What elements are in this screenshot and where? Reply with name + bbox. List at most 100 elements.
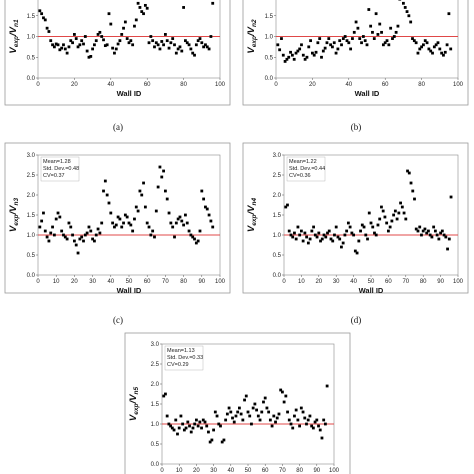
data-point <box>383 41 387 45</box>
y-tick-label: 1.5 <box>27 213 36 219</box>
data-point <box>287 418 291 422</box>
data-point <box>184 213 187 217</box>
data-point <box>291 235 295 239</box>
data-point <box>397 211 401 215</box>
data-point <box>129 39 133 43</box>
data-point <box>354 20 358 24</box>
data-point <box>251 406 255 410</box>
data-point <box>406 169 409 173</box>
x-axis-label: Wall ID <box>359 286 384 295</box>
data-point <box>301 410 305 414</box>
data-point <box>351 37 354 40</box>
data-point <box>445 43 449 47</box>
y-tick-label: 3.0 <box>27 153 36 159</box>
data-point <box>89 229 93 233</box>
data-point <box>191 235 195 239</box>
data-point <box>154 209 158 213</box>
stats-box <box>164 345 204 371</box>
data-point <box>116 215 120 219</box>
data-point <box>204 205 207 209</box>
x-axis-label: Wall ID <box>117 89 142 98</box>
data-point <box>217 422 221 426</box>
data-point <box>49 231 53 235</box>
data-point <box>241 418 245 422</box>
x-tick-label: 0 <box>282 279 286 285</box>
x-tick-label: 30 <box>333 279 340 285</box>
data-point <box>122 221 125 225</box>
x-tick-label: 0 <box>160 468 164 474</box>
data-point <box>376 33 380 36</box>
data-point <box>416 51 420 55</box>
data-point <box>167 211 171 215</box>
data-point <box>449 195 453 199</box>
data-point <box>131 43 135 47</box>
data-point <box>427 47 431 51</box>
x-tick-label: 60 <box>144 279 151 285</box>
data-point <box>127 41 131 45</box>
data-point <box>114 47 118 51</box>
data-point <box>224 418 228 422</box>
y-tick-label: 1.5 <box>273 213 282 219</box>
data-point <box>91 237 94 241</box>
data-point <box>82 42 85 46</box>
data-point <box>174 51 178 55</box>
data-point <box>120 225 124 229</box>
y-tick-label: 0.5 <box>27 55 36 61</box>
data-point <box>205 424 209 428</box>
chart-panel-3: 0.0 0.5 1.0 1.5 2.0 2.5 3.0 0 10 20 30 40 50 60 70 80 90… <box>4 142 231 295</box>
data-point <box>246 410 250 414</box>
data-point <box>52 45 56 49</box>
data-point <box>317 424 320 428</box>
data-point <box>284 205 288 209</box>
data-point <box>205 207 209 211</box>
data-point <box>312 53 316 57</box>
y-tick-label: 3.0 <box>151 342 160 348</box>
data-point <box>277 412 281 416</box>
data-point <box>360 223 364 227</box>
chart-panel-5: 0.0 0.5 1.0 1.5 2.0 2.5 3.0 0 10 20 30 40 50 60 70 80 90… <box>124 332 351 474</box>
data-point <box>244 394 248 398</box>
data-point <box>142 181 145 185</box>
data-point <box>138 189 142 193</box>
panel-frame <box>242 0 469 106</box>
data-point <box>320 436 324 440</box>
data-point <box>74 243 78 247</box>
data-point <box>326 231 329 235</box>
data-point <box>381 209 385 213</box>
y-axis-label: Vexp/Vn5 <box>128 387 140 422</box>
panel-caption: (a) <box>113 122 123 132</box>
data-point <box>205 45 209 49</box>
data-point <box>173 235 176 239</box>
data-point <box>208 440 212 444</box>
data-point <box>356 26 360 30</box>
data-point <box>298 424 301 428</box>
data-point <box>176 217 180 221</box>
x-axis-label: Wall ID <box>117 286 142 295</box>
data-point <box>109 211 113 215</box>
data-point <box>430 235 434 239</box>
data-point <box>364 233 368 237</box>
data-point <box>267 410 271 414</box>
data-point <box>96 33 100 36</box>
data-point <box>207 430 210 434</box>
data-point <box>45 26 49 30</box>
y-tick-label: 2.5 <box>151 362 160 368</box>
data-point <box>313 420 317 424</box>
y-tick-label: 0.0 <box>151 462 160 468</box>
data-point <box>402 1 405 5</box>
data-point <box>338 39 342 43</box>
data-point <box>234 414 238 418</box>
data-point <box>411 189 415 193</box>
data-point <box>160 40 164 43</box>
data-point <box>47 239 51 243</box>
x-tick-label: 0 <box>274 82 278 88</box>
y-axis-label-part: V <box>246 47 257 54</box>
data-point <box>186 420 190 424</box>
data-point <box>407 171 411 175</box>
data-point <box>352 30 356 34</box>
x-tick-label: 90 <box>313 468 320 474</box>
data-point <box>52 233 56 237</box>
data-point <box>284 394 288 398</box>
data-point <box>136 1 140 5</box>
